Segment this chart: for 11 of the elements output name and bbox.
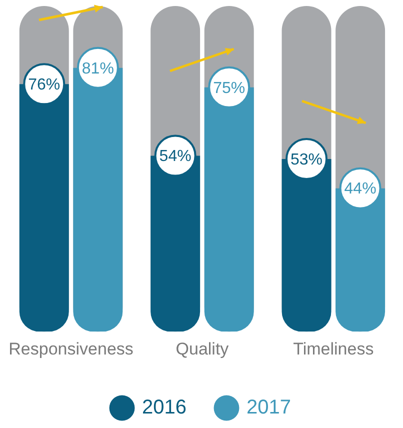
legend-label: 2017: [246, 396, 291, 419]
data-label: 76%: [28, 76, 60, 94]
data-label: 75%: [213, 80, 246, 97]
x-tick-label: Responsiveness: [8, 339, 134, 358]
x-tick-label: Quality: [176, 339, 230, 358]
data-label: 53%: [290, 151, 323, 168]
data-label: 44%: [344, 180, 376, 198]
data-label: 54%: [159, 148, 192, 166]
data-label: 81%: [82, 60, 114, 78]
x-tick-label: Timeliness: [293, 339, 374, 358]
legend-label: 2016: [142, 396, 187, 419]
